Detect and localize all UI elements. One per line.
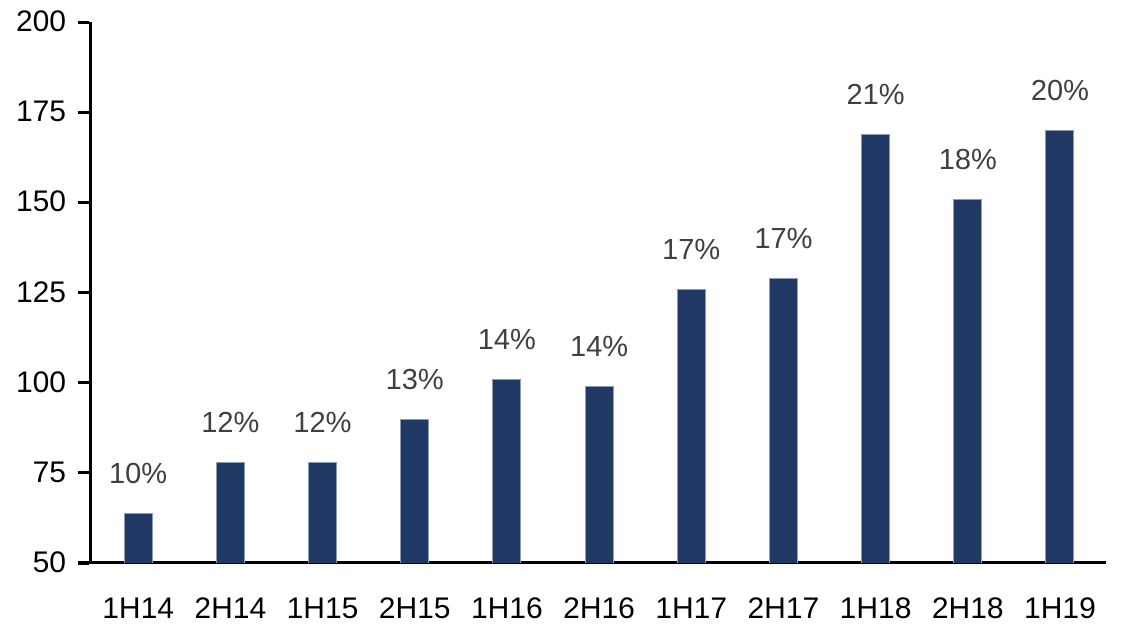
bar [1045, 130, 1075, 563]
bar [215, 462, 245, 563]
y-axis-line [89, 22, 92, 564]
y-axis-tick-mark [78, 381, 89, 385]
y-axis-tick-label: 50 [32, 546, 66, 579]
y-axis-tick-mark [78, 561, 89, 565]
bar-value-label: 18% [938, 143, 997, 176]
x-axis-tick-label: 1H18 [839, 592, 912, 625]
bar-value-label: 10% [109, 457, 168, 490]
y-axis-tick-mark [78, 110, 89, 114]
y-axis-tick-mark [78, 291, 89, 294]
x-axis-tick-label: 2H16 [563, 592, 635, 625]
x-axis-tick-label: 1H19 [1024, 592, 1096, 625]
x-axis-tick-label: 1H16 [470, 592, 543, 625]
x-axis-tick-label: 1H15 [286, 592, 359, 625]
bar [861, 133, 891, 563]
bar-value-label: 14% [569, 331, 629, 364]
bar [492, 379, 522, 563]
bar-value-label: 17% [754, 223, 813, 256]
bar [676, 288, 706, 563]
x-axis-tick-label: 2H17 [747, 592, 820, 625]
bar-value-label: 13% [385, 363, 444, 396]
bar-value-label: 20% [1030, 75, 1089, 108]
bar [768, 278, 798, 563]
y-axis-tick-mark [78, 20, 89, 24]
bar [400, 418, 430, 563]
x-axis-tick-label: 2H18 [931, 592, 1004, 625]
y-axis-tick-mark [78, 471, 89, 475]
bar-value-label: 17% [662, 233, 721, 266]
x-axis-tick-label: 1H14 [102, 592, 174, 625]
bar [953, 198, 983, 563]
y-axis-tick-label: 125 [15, 275, 66, 309]
bar-value-label: 21% [846, 78, 905, 111]
y-axis-tick-label: 75 [32, 455, 66, 489]
y-axis-tick-label: 200 [15, 5, 66, 38]
bar [307, 462, 337, 563]
bar-value-label: 14% [477, 324, 536, 357]
bar-value-label: 12% [293, 407, 352, 439]
x-axis-tick-label: 1H17 [655, 592, 728, 625]
x-axis-tick-label: 2H14 [194, 592, 267, 625]
y-axis-tick-label: 150 [15, 185, 66, 219]
bar-value-label: 12% [201, 407, 260, 439]
y-axis-tick-label: 100 [15, 365, 66, 399]
x-axis-tick-label: 2H15 [378, 592, 451, 625]
y-axis-tick-label: 175 [15, 95, 66, 129]
bar [584, 386, 614, 563]
bar [123, 512, 153, 563]
y-axis-tick-mark [78, 200, 89, 204]
